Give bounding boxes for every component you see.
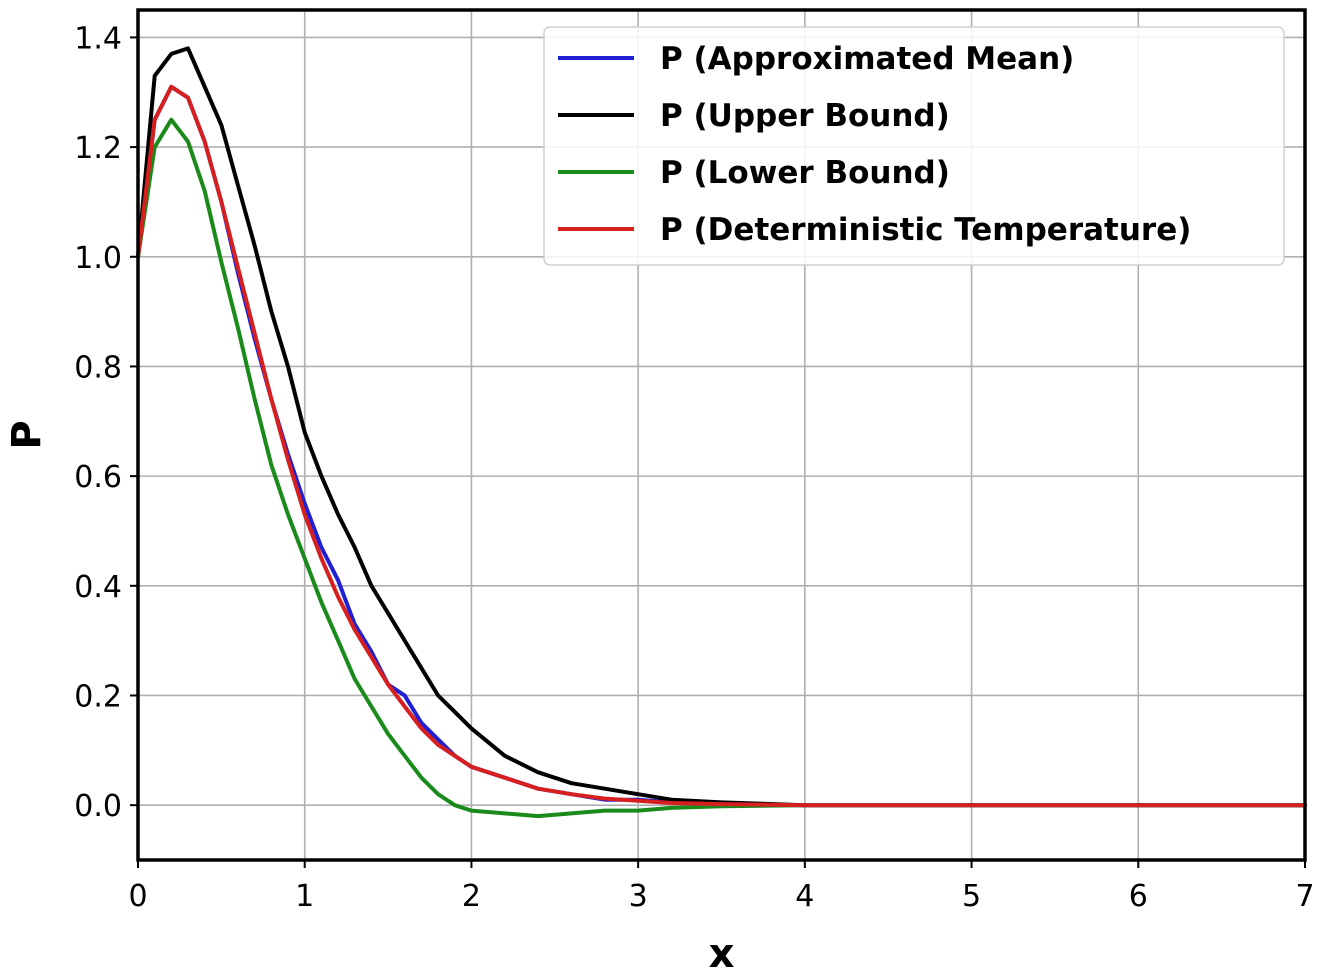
y-tick-label: 0.0 — [74, 789, 122, 824]
series-line-2 — [136, 46, 1307, 808]
x-tick-label: 7 — [1295, 879, 1314, 914]
series-line-3 — [136, 117, 1307, 819]
y-axis-label: P — [4, 420, 50, 449]
x-tick-label: 6 — [1129, 879, 1148, 914]
y-tick-label: 0.2 — [74, 679, 122, 714]
y-tick-label: 1.0 — [74, 241, 122, 276]
legend-label: P (Lower Bound) — [660, 155, 950, 191]
series-line-4 — [136, 84, 1307, 808]
y-tick-label: 0.6 — [74, 460, 122, 495]
y-axis-ticks: 0.0 0.2 0.4 0.6 0.8 1.0 1.2 1.4 — [74, 21, 138, 824]
plot-frame — [136, 8, 1307, 862]
y-tick-label: 1.2 — [74, 131, 122, 166]
x-tick-label: 5 — [962, 879, 981, 914]
series-layer — [136, 46, 1307, 819]
x-axis-label: x — [709, 931, 735, 977]
legend-box — [543, 26, 1285, 266]
legend-label: P (Deterministic Temperature) — [660, 212, 1191, 248]
x-tick-label: 0 — [128, 879, 147, 914]
legend-label: P (Upper Bound) — [660, 98, 950, 134]
y-tick-label: 1.4 — [74, 21, 122, 56]
x-axis-ticks: 0 1 2 3 4 5 6 7 — [128, 860, 1315, 914]
x-tick-label: 2 — [462, 879, 481, 914]
legend-label: P (Approximated Mean) — [660, 41, 1074, 77]
y-tick-label: 0.4 — [74, 570, 122, 605]
legend: P (Approximated Mean) P (Upper Bound) P (L… — [543, 26, 1285, 266]
y-tick-label: 0.8 — [74, 350, 122, 385]
x-tick-label: 4 — [795, 879, 814, 914]
x-tick-label: 3 — [629, 879, 648, 914]
x-tick-label: 1 — [295, 879, 314, 914]
